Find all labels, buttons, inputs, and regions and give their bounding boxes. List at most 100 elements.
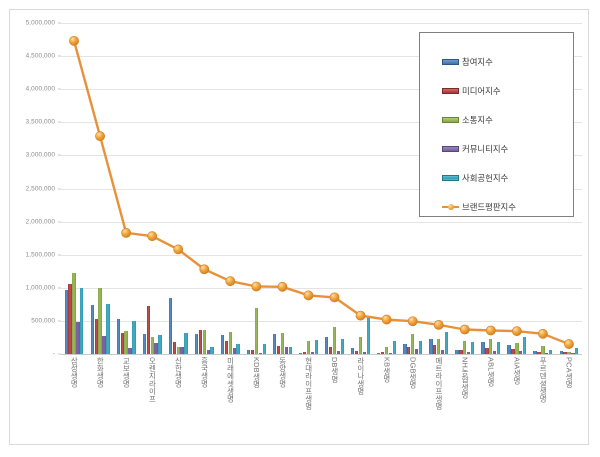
bar[interactable]	[220, 334, 225, 354]
bar[interactable]	[250, 350, 255, 354]
bar[interactable]	[154, 343, 158, 354]
legend-item[interactable]: 소통지수	[442, 105, 573, 134]
bar[interactable]	[571, 353, 575, 354]
bar-group[interactable]	[504, 23, 530, 354]
bar[interactable]	[493, 350, 497, 354]
legend-item[interactable]: 미디어지수	[442, 76, 573, 105]
bar[interactable]	[254, 307, 259, 354]
line-marker[interactable]	[485, 325, 496, 336]
bar[interactable]	[411, 334, 415, 354]
bar[interactable]	[142, 333, 147, 354]
line-marker[interactable]	[147, 231, 158, 242]
bar[interactable]	[388, 352, 393, 354]
bar[interactable]	[228, 332, 232, 354]
line-marker[interactable]	[173, 244, 184, 255]
line-marker[interactable]	[95, 131, 105, 142]
bar[interactable]	[288, 347, 292, 354]
bar[interactable]	[549, 349, 553, 354]
line-marker[interactable]	[407, 316, 418, 327]
bar[interactable]	[485, 348, 489, 354]
bar-group[interactable]	[165, 23, 191, 354]
bar[interactable]	[224, 341, 229, 354]
bar[interactable]	[128, 348, 132, 354]
bar[interactable]	[362, 351, 367, 354]
bar[interactable]	[366, 317, 370, 354]
line-marker[interactable]	[538, 328, 548, 339]
bar[interactable]	[262, 344, 266, 354]
bar[interactable]	[202, 329, 206, 354]
bar[interactable]	[433, 345, 437, 354]
bar[interactable]	[444, 332, 449, 354]
bar[interactable]	[463, 341, 467, 354]
bar[interactable]	[455, 349, 459, 354]
bar[interactable]	[258, 352, 262, 354]
bar[interactable]	[314, 339, 318, 354]
bar[interactable]	[328, 346, 333, 354]
bar[interactable]	[575, 347, 579, 354]
bar[interactable]	[481, 342, 485, 354]
line-marker[interactable]	[459, 324, 470, 335]
bar[interactable]	[351, 347, 355, 354]
line-marker[interactable]	[329, 292, 340, 303]
bar[interactable]	[414, 349, 419, 354]
line-marker[interactable]	[277, 281, 288, 292]
bar-group[interactable]	[87, 23, 113, 354]
bar[interactable]	[210, 347, 214, 354]
bar[interactable]	[496, 341, 501, 354]
bar[interactable]	[168, 298, 173, 354]
bar[interactable]	[310, 352, 314, 354]
bar[interactable]	[68, 283, 72, 354]
bar[interactable]	[559, 351, 563, 354]
bar[interactable]	[403, 344, 407, 354]
bar[interactable]	[302, 352, 307, 354]
line-marker[interactable]	[433, 319, 444, 330]
line-marker[interactable]	[564, 339, 574, 349]
bar[interactable]	[80, 287, 84, 354]
bar[interactable]	[489, 339, 493, 354]
bar[interactable]	[515, 343, 519, 354]
bar[interactable]	[440, 350, 445, 354]
bar[interactable]	[567, 351, 571, 354]
bar[interactable]	[470, 342, 475, 354]
bar-group[interactable]	[556, 23, 582, 354]
legend-item[interactable]: 사회공헌지수	[442, 163, 573, 192]
bar[interactable]	[272, 334, 277, 354]
line-marker[interactable]	[69, 35, 79, 46]
bar[interactable]	[94, 318, 98, 354]
bar[interactable]	[355, 351, 359, 354]
bar[interactable]	[299, 352, 303, 354]
bar[interactable]	[306, 340, 311, 354]
bar[interactable]	[150, 336, 154, 354]
bar[interactable]	[106, 304, 110, 354]
line-marker[interactable]	[225, 276, 236, 287]
bar-group[interactable]	[113, 23, 139, 354]
bar[interactable]	[358, 336, 363, 354]
bar[interactable]	[418, 341, 423, 354]
bar-group[interactable]	[217, 23, 243, 354]
bar[interactable]	[184, 333, 188, 354]
bar-group[interactable]	[478, 23, 504, 354]
bar[interactable]	[64, 289, 68, 354]
bar-group[interactable]	[139, 23, 165, 354]
bar-group[interactable]	[269, 23, 295, 354]
line-marker[interactable]	[121, 227, 132, 238]
legend-item[interactable]: 커뮤니티지수	[442, 134, 573, 163]
bar[interactable]	[407, 347, 411, 354]
bar-group[interactable]	[191, 23, 217, 354]
bar[interactable]	[236, 343, 240, 354]
bar[interactable]	[437, 338, 441, 354]
bar-group[interactable]	[295, 23, 321, 354]
bar[interactable]	[332, 326, 337, 354]
bar[interactable]	[541, 346, 545, 354]
bar[interactable]	[72, 272, 76, 354]
bar-group[interactable]	[374, 23, 400, 354]
bar[interactable]	[194, 333, 199, 354]
bar[interactable]	[198, 329, 203, 354]
bar[interactable]	[336, 351, 341, 354]
bar-group[interactable]	[322, 23, 348, 354]
bar[interactable]	[340, 339, 344, 354]
bar[interactable]	[180, 347, 184, 354]
bar[interactable]	[146, 306, 150, 354]
bar[interactable]	[280, 332, 285, 354]
bar-group[interactable]	[530, 23, 556, 354]
